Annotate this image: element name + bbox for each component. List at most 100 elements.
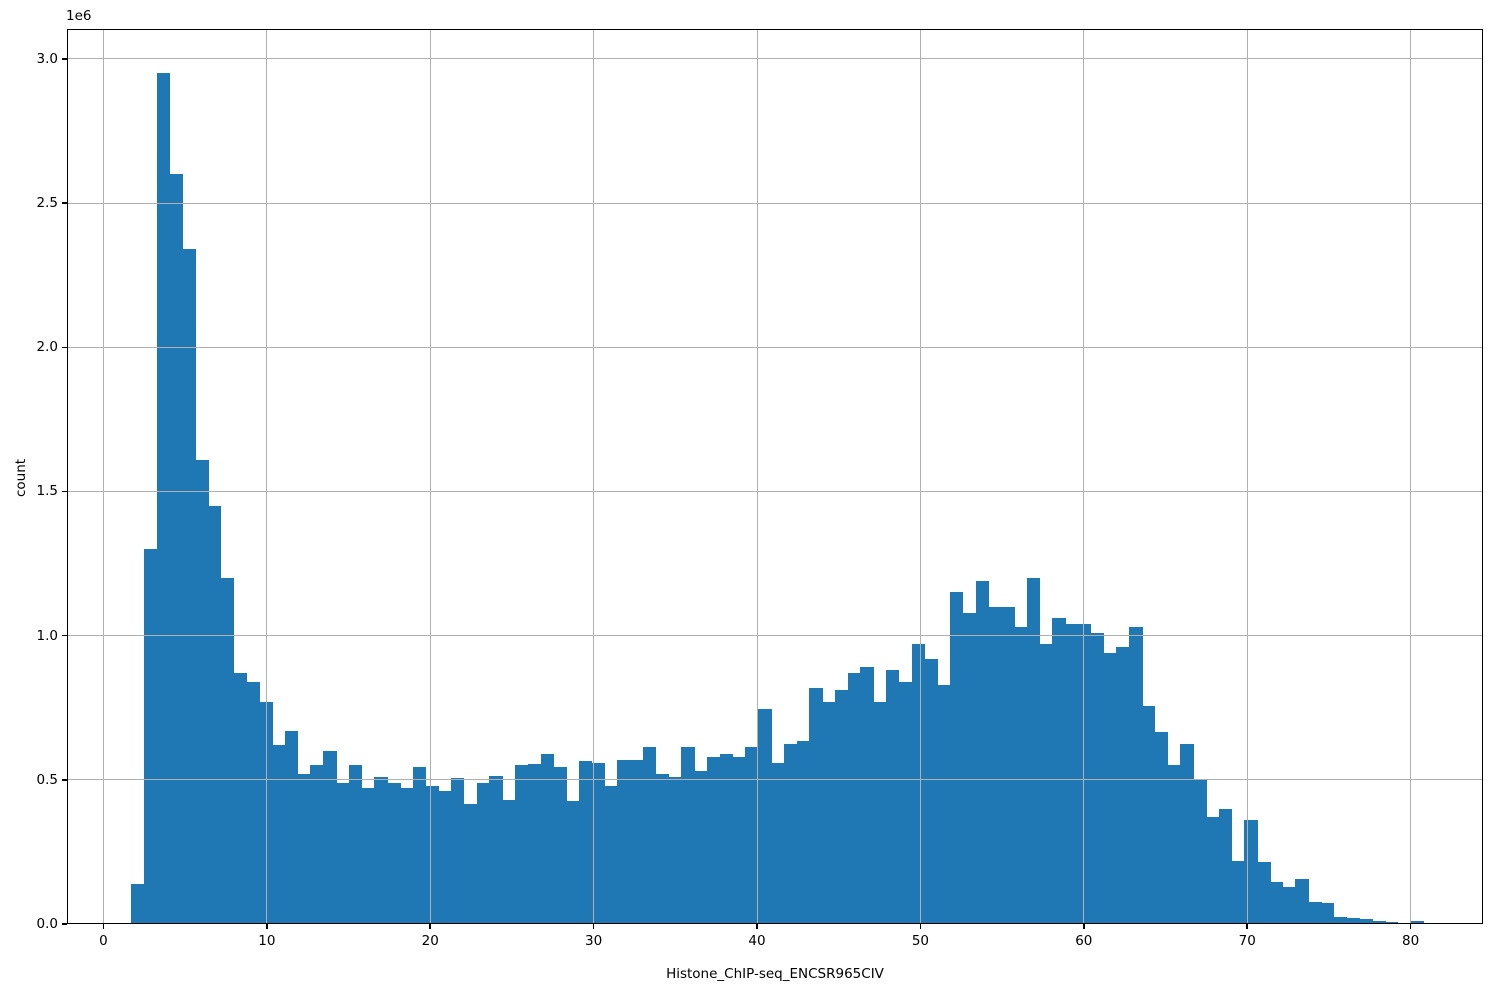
histogram-bar xyxy=(1308,901,1322,924)
x-tick-label: 80 xyxy=(1402,933,1420,949)
x-tick-mark xyxy=(1409,924,1412,929)
histogram-bar xyxy=(374,776,388,924)
histogram-bar xyxy=(182,249,196,924)
histogram-bar xyxy=(783,743,798,924)
histogram-bar xyxy=(131,883,145,924)
histogram-bar xyxy=(591,762,606,924)
histogram-bar xyxy=(1359,919,1373,924)
y-tick-label: 1.0 xyxy=(36,627,58,644)
histogram-bar xyxy=(361,788,375,924)
histogram-bar xyxy=(1129,627,1143,924)
histogram-bar xyxy=(1295,879,1309,924)
histogram-bar xyxy=(1116,647,1130,924)
histogram-bar xyxy=(1410,920,1425,924)
histogram-bar xyxy=(681,746,695,924)
histogram-bar xyxy=(1231,860,1245,924)
y-gridline xyxy=(67,58,1483,60)
y-axis-offset-label: 1e6 xyxy=(66,8,92,24)
histogram-bar xyxy=(335,782,350,924)
x-gridline xyxy=(593,29,595,924)
y-tick-label: 2.0 xyxy=(36,339,58,356)
histogram-bar xyxy=(655,774,670,924)
x-tick-mark xyxy=(1246,924,1248,929)
histogram-bar xyxy=(962,612,977,924)
histogram-bar xyxy=(694,771,708,924)
histogram-bar xyxy=(1193,779,1207,924)
x-gridline xyxy=(756,29,758,924)
x-tick-mark xyxy=(592,924,595,929)
histogram-bar xyxy=(1180,743,1194,924)
histogram-bar xyxy=(1065,624,1079,924)
x-gridline xyxy=(1083,29,1085,924)
histogram-bar xyxy=(156,73,171,924)
histogram-bar xyxy=(259,701,273,924)
histogram-bar xyxy=(975,580,990,924)
histogram-bar xyxy=(630,759,644,924)
histogram-bar xyxy=(1372,920,1386,924)
histogram-bar xyxy=(144,549,158,924)
y-tick-mark xyxy=(62,490,67,493)
histogram-bar xyxy=(1167,765,1181,924)
histogram-bar xyxy=(169,174,183,924)
histogram-bar xyxy=(233,673,247,924)
histogram-bar xyxy=(527,763,542,924)
y-tick-mark xyxy=(62,923,67,925)
histogram-bar xyxy=(412,766,427,924)
histogram-bar xyxy=(668,776,682,924)
histogram-bar xyxy=(1218,808,1233,924)
x-tick-mark xyxy=(1083,924,1085,929)
histogram-bar xyxy=(1269,882,1284,924)
histogram-bar xyxy=(758,709,772,924)
histogram-bar xyxy=(1282,886,1297,924)
x-gridline xyxy=(1246,29,1248,924)
histogram-bar xyxy=(834,690,849,924)
y-tick-mark xyxy=(62,58,67,60)
histogram-bar xyxy=(387,782,401,924)
x-tick-mark xyxy=(919,924,922,929)
x-gridline xyxy=(266,29,268,924)
histogram-bar xyxy=(604,785,618,924)
x-tick-mark xyxy=(756,924,758,929)
histogram-bar xyxy=(1333,916,1348,924)
histogram-bar xyxy=(924,658,938,924)
y-tick-mark xyxy=(62,202,67,204)
histogram-bar xyxy=(451,778,465,924)
y-gridline xyxy=(67,490,1483,492)
histogram-bar xyxy=(937,684,951,924)
histogram-bar xyxy=(745,746,759,924)
histogram-bar xyxy=(540,753,555,924)
histogram-bar xyxy=(1026,577,1041,924)
x-gridline xyxy=(1410,29,1412,924)
histogram-bar xyxy=(886,670,900,924)
histogram-bar xyxy=(438,791,452,924)
y-tick-mark xyxy=(62,346,67,349)
y-tick-label: 0.5 xyxy=(36,771,58,788)
histogram-bar xyxy=(732,756,746,924)
y-tick-label: 0.0 xyxy=(36,916,58,932)
histogram-bar xyxy=(1346,917,1361,924)
histogram-bar xyxy=(706,756,721,924)
histogram-bar xyxy=(1103,652,1117,924)
histogram-bar xyxy=(770,762,785,924)
histogram-bar xyxy=(566,801,580,924)
histogram-bar xyxy=(220,577,235,924)
x-tick-label: 60 xyxy=(1075,933,1093,949)
histogram-bar xyxy=(988,606,1002,924)
histogram-bar xyxy=(822,701,836,924)
x-tick-label: 10 xyxy=(258,933,276,949)
histogram-bar xyxy=(489,775,503,924)
histogram-bar xyxy=(297,774,311,924)
bars-layer xyxy=(67,29,1483,924)
histogram-bar xyxy=(399,788,414,924)
histogram-bar xyxy=(796,740,810,924)
histogram-bar xyxy=(950,592,964,924)
histogram-bar xyxy=(425,785,439,924)
x-tick-label: 70 xyxy=(1238,933,1256,949)
y-gridline xyxy=(67,779,1483,781)
histogram-bar xyxy=(1001,606,1015,924)
x-tick-label: 30 xyxy=(585,933,603,949)
histogram-bar xyxy=(809,687,823,924)
y-tick-label: 1.5 xyxy=(36,483,58,500)
histogram-bar xyxy=(1321,902,1335,924)
histogram-bar xyxy=(515,765,529,924)
